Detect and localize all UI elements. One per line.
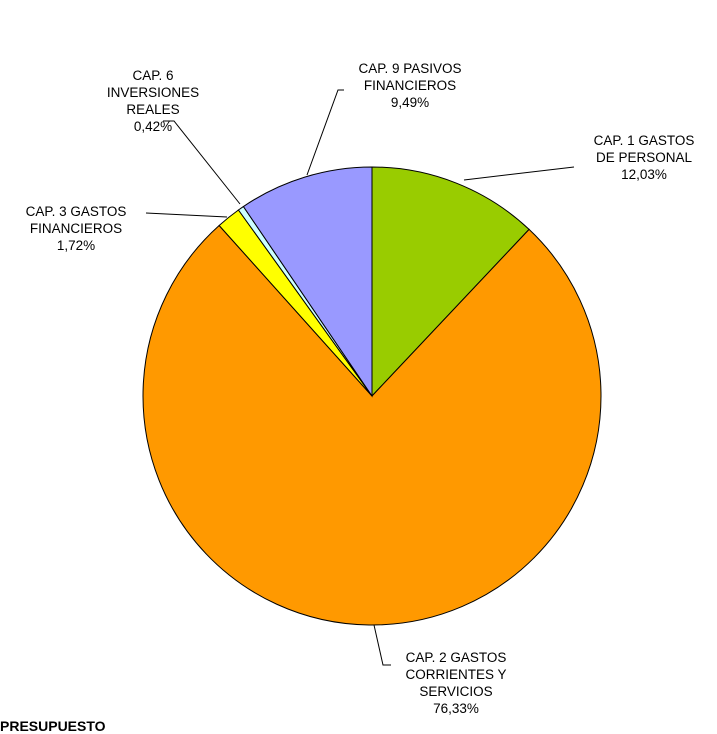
slice-label-line: FINANCIEROS	[30, 221, 122, 236]
slice-label-line: CAP. 1 GASTOS	[594, 133, 695, 148]
slice-label-line: CAP. 6	[132, 68, 173, 83]
slice-label-line: CAP. 9 PASIVOS	[358, 61, 461, 76]
slice-label-4: CAP. 6 INVERSIONES REALES 0,42%	[107, 68, 199, 134]
pie-slice-1	[371, 166, 530, 398]
slice-value-label: 76,33%	[433, 701, 479, 716]
slice-labels: CAP. 1 GASTOS DE PERSONAL 12,03% CAP. 2 GAS…	[26, 61, 695, 716]
slice-value-label: 9,49%	[391, 95, 429, 110]
leader-line-2	[373, 624, 391, 666]
slice-value-label: 0,42%	[134, 119, 172, 134]
slice-label-line: FINANCIEROS	[364, 78, 456, 93]
slice-label-5: CAP. 9 PASIVOS FINANCIEROS 9,49%	[358, 61, 461, 110]
slice-label-line: CORRIENTES Y	[405, 667, 506, 682]
leader-line-3	[145, 212, 228, 218]
leader-line-5	[306, 89, 344, 176]
slice-label-2: CAP. 2 GASTOS CORRIENTES Y SERVICIOS 76,33%	[405, 650, 506, 716]
slice-label-line: INVERSIONES	[107, 85, 199, 100]
leader-line-4	[163, 120, 241, 205]
slice-label-line: CAP. 3 GASTOS	[26, 204, 127, 219]
slice-label-line: SERVICIOS	[419, 684, 492, 699]
slice-label-1: CAP. 1 GASTOS DE PERSONAL 12,03%	[594, 133, 695, 182]
slice-value-label: 12,03%	[621, 167, 667, 182]
pie-slice-2	[142, 224, 602, 626]
pie-slice-5	[242, 166, 373, 398]
slice-label-line: REALES	[126, 102, 179, 117]
leader-lines	[145, 89, 575, 666]
slice-label-line: CAP. 2 GASTOS	[406, 650, 507, 665]
slice-label-line: DE PERSONAL	[596, 150, 693, 165]
pie-slices	[142, 166, 602, 626]
slice-value-label: 1,72%	[57, 238, 95, 253]
leader-line-1	[463, 166, 575, 181]
slice-label-3: CAP. 3 GASTOS FINANCIEROS 1,72%	[26, 204, 127, 253]
footer-text: PRESUPUESTO	[0, 718, 106, 734]
